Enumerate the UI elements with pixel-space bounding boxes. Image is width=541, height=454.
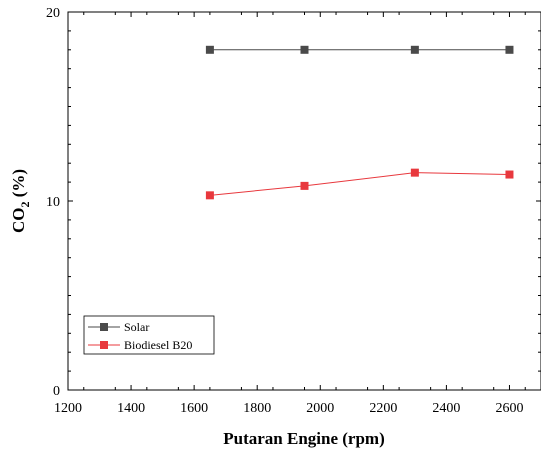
data-point-biodiesel-b20	[410, 168, 419, 177]
legend-label-solar: Solar	[124, 320, 149, 334]
y-axis: 0 10 20	[46, 6, 541, 399]
x-tick-label: 2000	[306, 401, 334, 416]
legend-marker-biodiesel-b20	[100, 341, 108, 349]
y-tick-label: 20	[46, 6, 60, 21]
legend: Solar Biodiesel B20	[83, 315, 215, 355]
data-point-solar	[300, 45, 309, 54]
data-point-solar	[410, 45, 419, 54]
x-tick-label: 1200	[54, 401, 82, 416]
x-tick-label: 1800	[243, 401, 271, 416]
data-point-solar	[505, 45, 514, 54]
y-axis-title: CO2 (%)	[9, 169, 32, 233]
legend-marker-solar	[100, 323, 108, 331]
legend-label-biodiesel-b20: Biodiesel B20	[124, 338, 192, 352]
x-tick-label: 2200	[369, 401, 397, 416]
series-line-biodiesel-b20	[209, 172, 510, 196]
series-layer	[205, 45, 514, 200]
data-point-biodiesel-b20	[205, 191, 214, 200]
x-tick-label: 1400	[117, 401, 145, 416]
y-tick-label: 10	[46, 195, 60, 210]
data-point-biodiesel-b20	[505, 170, 514, 179]
x-tick-label: 2400	[432, 401, 460, 416]
x-tick-label: 1600	[180, 401, 208, 416]
data-point-biodiesel-b20	[300, 181, 309, 190]
x-axis: 1200 1400 1600 1800 2000 2200 2400 2600	[54, 12, 526, 416]
x-tick-label: 2600	[495, 401, 523, 416]
y-tick-label: 0	[53, 384, 60, 399]
data-point-solar	[205, 45, 214, 54]
x-axis-title: Putaran Engine (rpm)	[223, 429, 385, 448]
